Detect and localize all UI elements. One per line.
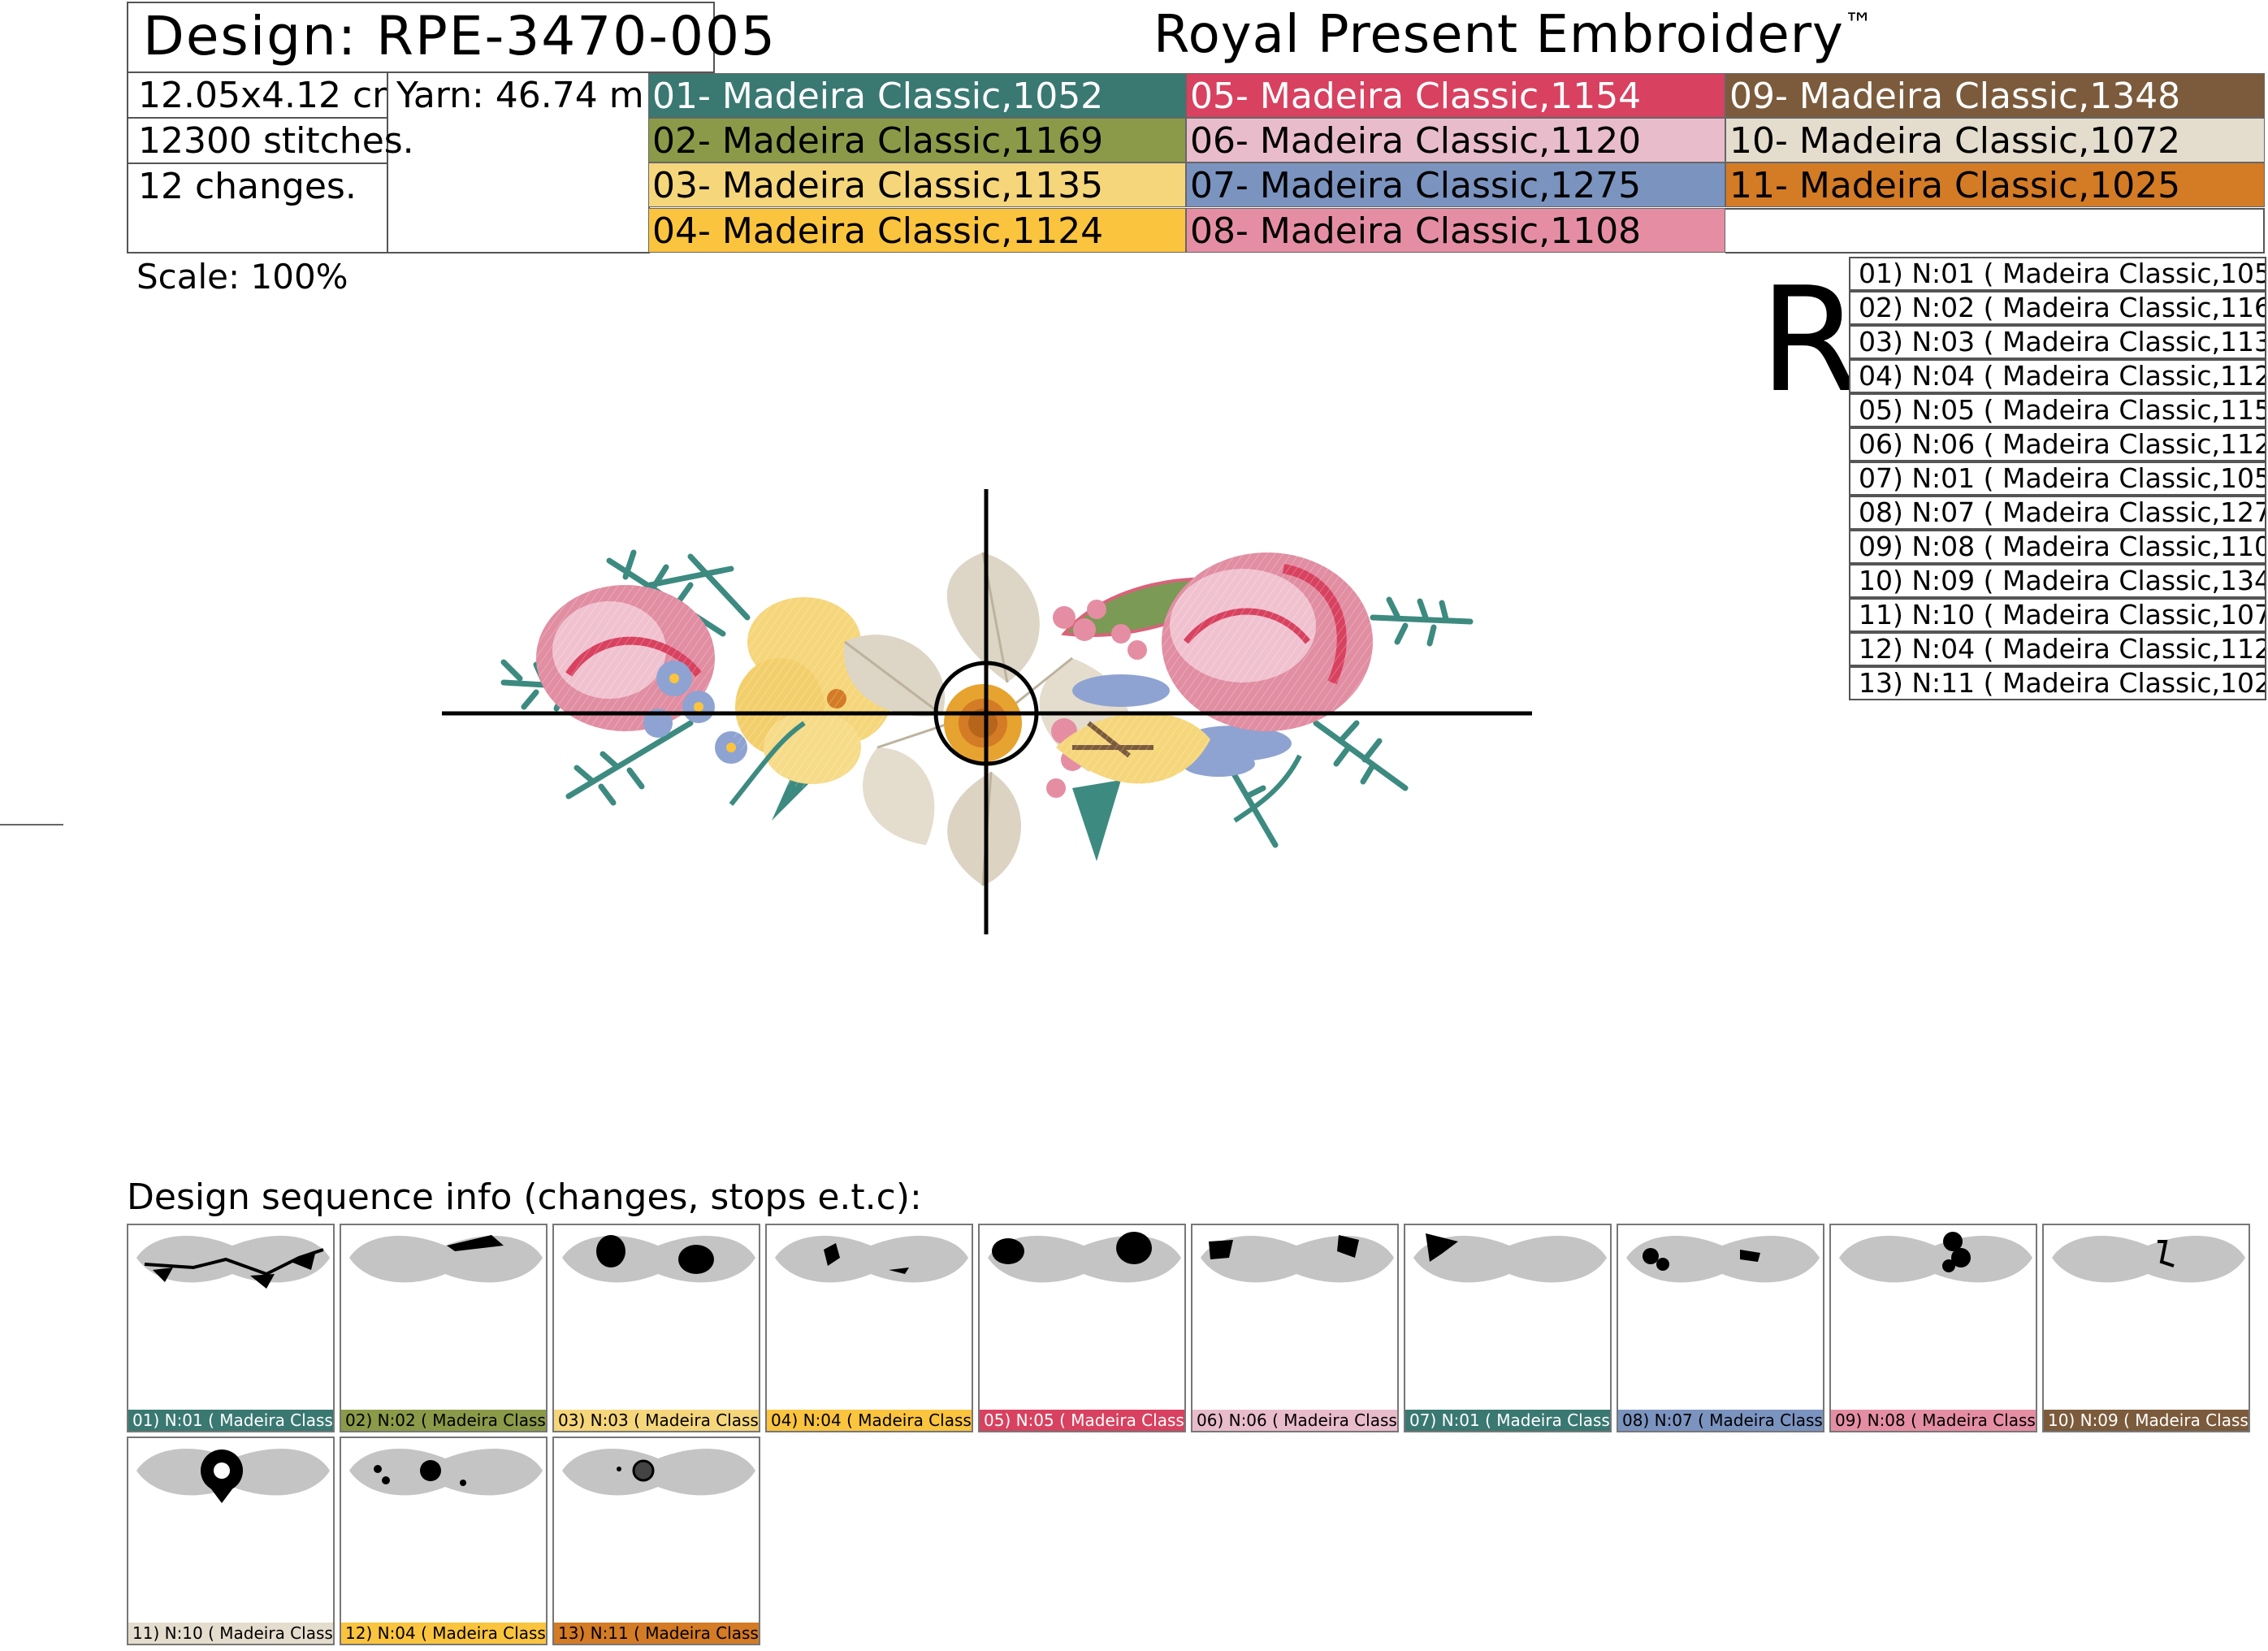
thread-color-3: 03- Madeira Classic,1135 (648, 162, 1186, 207)
thumbnail-label: 13) N:11 ( Madeira Classic,1025) (554, 1623, 759, 1644)
color-changes: 12 changes. (138, 166, 357, 207)
brand-title: Royal Present Embroidery™ (1153, 5, 1874, 65)
thumbnail-preview (2052, 1236, 2245, 1283)
sequence-item: 11) N:10 ( Madeira Classic,1072) (1849, 598, 2266, 632)
yellow-tulip-right (1056, 713, 1210, 784)
design-size: 12.05x4.12 cm (138, 75, 408, 116)
thread-color-6: 06- Madeira Classic,1120 (1186, 118, 1725, 162)
sequence-thumbnail: 04) N:04 ( Madeira Classic,1124) (765, 1224, 973, 1432)
sequence-thumbnail: 01) N:01 ( Madeira Classic,1052) (127, 1224, 335, 1432)
right-pink-tulip (1162, 552, 1373, 731)
thumbnail-preview (136, 1236, 330, 1289)
thumbnail-label: 03) N:03 ( Madeira Classic,1135) (554, 1410, 759, 1431)
thread-color-1: 01- Madeira Classic,1052 (648, 73, 1186, 118)
changes-cell: 12 changes. (127, 162, 388, 254)
thumbnail-label: 11) N:10 ( Madeira Classic,1072) (128, 1623, 333, 1644)
thumbnail-label: 09) N:08 ( Madeira Classic,1108) (1831, 1410, 2036, 1431)
thumbnail-preview (136, 1449, 330, 1503)
sequence-item: 04) N:04 ( Madeira Classic,1124) (1849, 359, 2266, 393)
sequence-thumbnail: 08) N:07 ( Madeira Classic,1275) (1617, 1224, 1824, 1432)
thumbnail-label: 05) N:05 ( Madeira Classic,1154) (980, 1410, 1184, 1431)
thumbnail-label: 08) N:07 ( Madeira Classic,1275) (1618, 1410, 1823, 1431)
thumbnail-label: 02) N:02 ( Madeira Classic,1169) (341, 1410, 546, 1431)
sequence-item: 02) N:02 ( Madeira Classic,1169) (1849, 291, 2266, 325)
thread-color-5: 05- Madeira Classic,1154 (1186, 73, 1725, 118)
sequence-thumbnail: 03) N:03 ( Madeira Classic,1135) (552, 1224, 760, 1432)
sequence-thumbnail: 02) N:02 ( Madeira Classic,1169) (340, 1224, 548, 1432)
thumbnail-label: 01) N:01 ( Madeira Classic,1052) (128, 1410, 333, 1431)
stems (729, 721, 1302, 823)
sequence-thumbnail: 10) N:09 ( Madeira Classic,1348) (2042, 1224, 2250, 1432)
thread-color-10: 10- Madeira Classic,1072 (1725, 118, 2265, 162)
thumbnail-preview (1626, 1236, 1820, 1283)
thumbnail-preview (1413, 1233, 1607, 1283)
embroidery-preview (442, 489, 1532, 934)
thumbnail-label: 07) N:01 ( Madeira Classic,1052) (1405, 1410, 1610, 1431)
sequence-item: 13) N:11 ( Madeira Classic,1025) (1849, 666, 2266, 700)
thumbnail-label: 06) N:06 ( Madeira Classic,1120) (1192, 1410, 1397, 1431)
design-title: Design: RPE-3470-005 (143, 5, 777, 67)
sequence-thumbnail: 09) N:08 ( Madeira Classic,1108) (1829, 1224, 2037, 1432)
thread-grid-empty-cell (1725, 208, 2265, 254)
scale-label: Scale: 100% (136, 257, 348, 297)
trademark-mark: ™ (1843, 7, 1874, 41)
rotation-marker-letter: R (1759, 256, 1860, 424)
sequence-thumbnail: 13) N:11 ( Madeira Classic,1025) (552, 1436, 760, 1645)
thread-color-2: 02- Madeira Classic,1169 (648, 118, 1186, 162)
sequence-thumbnail: 12) N:04 ( Madeira Classic,1124) (340, 1436, 548, 1645)
stitch-count: 12300 stitches. (138, 120, 414, 162)
thumbnail-label: 10) N:09 ( Madeira Classic,1348) (2044, 1410, 2249, 1431)
thumbnail-preview (349, 1235, 543, 1283)
thumbnail-preview (562, 1235, 755, 1283)
blue-hyacinth-right (1072, 674, 1292, 777)
sequence-thumbnail: 07) N:01 ( Madeira Classic,1052) (1404, 1224, 1612, 1432)
thumbnail-label: 04) N:04 ( Madeira Classic,1124) (767, 1410, 972, 1431)
thread-color-7: 07- Madeira Classic,1275 (1186, 162, 1725, 207)
brand-name: Royal Present Embroidery (1153, 5, 1844, 65)
sequence-item: 12) N:04 ( Madeira Classic,1124) (1849, 632, 2266, 666)
thread-color-11: 11- Madeira Classic,1025 (1725, 162, 2265, 207)
thumbnail-preview (775, 1236, 968, 1283)
thumbnail-preview (988, 1232, 1181, 1283)
teal-leaf-bottom-right (1072, 780, 1121, 861)
sequence-heading: Design sequence info (changes, stops e.t… (127, 1176, 922, 1218)
sequence-item: 01) N:01 ( Madeira Classic,1052) (1849, 257, 2266, 291)
sequence-item: 06) N:06 ( Madeira Classic,1120) (1849, 427, 2266, 462)
thumbnail-preview (1839, 1232, 2032, 1283)
thread-color-4: 04- Madeira Classic,1124 (648, 208, 1186, 253)
thumbnail-preview (349, 1449, 543, 1496)
sequence-item: 05) N:05 ( Madeira Classic,1154) (1849, 393, 2266, 427)
thumbnail-label: 12) N:04 ( Madeira Classic,1124) (341, 1623, 546, 1644)
edge-marker-line (0, 824, 63, 826)
sequence-thumbnail: 05) N:05 ( Madeira Classic,1154) (978, 1224, 1186, 1432)
sequence-item: 07) N:01 ( Madeira Classic,1052) (1849, 462, 2266, 496)
sequence-thumbnail: 06) N:06 ( Madeira Classic,1120) (1191, 1224, 1399, 1432)
center-crosshair (442, 489, 1532, 934)
sequence-item: 09) N:08 ( Madeira Classic,1108) (1849, 530, 2266, 564)
sequence-item: 08) N:07 ( Madeira Classic,1275) (1849, 496, 2266, 530)
thread-color-8: 08- Madeira Classic,1108 (1186, 208, 1725, 253)
thumbnail-preview (562, 1449, 755, 1496)
sequence-thumbnail: 11) N:10 ( Madeira Classic,1072) (127, 1436, 335, 1645)
sequence-item: 03) N:03 ( Madeira Classic,1135) (1849, 325, 2266, 359)
thumbnail-preview (1201, 1235, 1394, 1283)
yarn-length: Yarn: 46.74 m (396, 75, 644, 116)
thread-color-9: 09- Madeira Classic,1348 (1725, 73, 2265, 118)
stitches-cell: 12300 stitches. (127, 117, 414, 164)
right-fern-leaves (1215, 596, 1474, 848)
yarn-cell: Yarn: 46.74 m (387, 72, 650, 254)
sequence-item: 10) N:09 ( Madeira Classic,1348) (1849, 564, 2266, 598)
size-cell: 12.05x4.12 cm (127, 72, 407, 119)
